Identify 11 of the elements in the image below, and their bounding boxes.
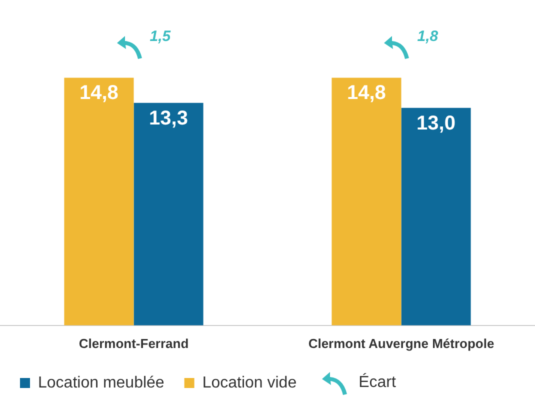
legend-label: Location vide <box>202 374 297 392</box>
data-label: 13,0 <box>416 112 456 134</box>
annotation: 1,8 <box>417 28 438 45</box>
x-tick-label: Clermont Auvergne Métropole <box>308 336 494 351</box>
legend-label: Location meublée <box>38 374 164 392</box>
x-tick-label: Clermont-Ferrand <box>78 336 189 351</box>
text: Écart <box>358 374 396 392</box>
data-label: 13,3 <box>149 107 188 130</box>
data-label: 14,8 <box>347 82 386 104</box>
data-label: 14,8 <box>80 82 118 104</box>
annotation: 1,5 <box>150 28 171 45</box>
